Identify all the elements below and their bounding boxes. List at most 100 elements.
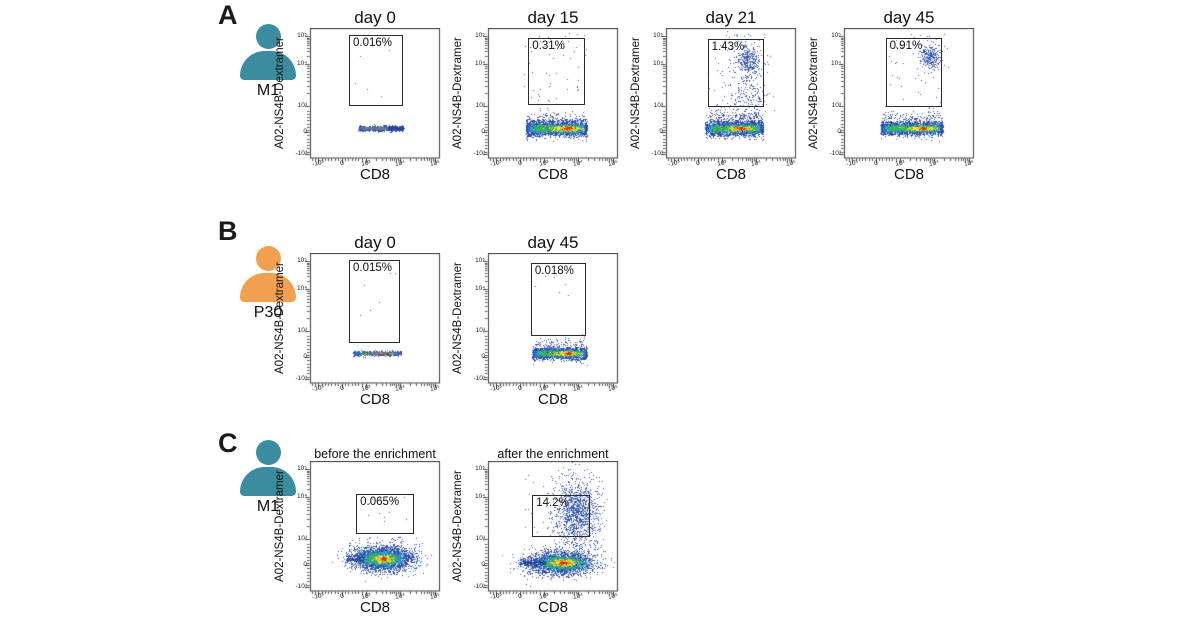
subject-label: M1 — [256, 82, 280, 99]
x-axis-label: CD8 — [715, 166, 746, 183]
y-tick-label: 10⁵ — [297, 465, 307, 473]
y-tick-label: 0 — [303, 128, 307, 135]
y-tick-label: 0 — [481, 353, 485, 360]
y-tick-label: 10³ — [297, 327, 307, 334]
panel-B: B P30 day 0 A02-NS4B-Dextramer 10⁵ 10⁴ 10³… — [218, 216, 1018, 430]
x-axis-label: CD8 — [537, 166, 568, 183]
y-tick-label: 10⁴ — [830, 60, 841, 68]
plot-title: day 45 — [883, 8, 935, 27]
x-axis-label: CD8 — [893, 166, 924, 183]
y-tick-label: 0 — [659, 128, 663, 135]
scatter-canvas — [658, 28, 798, 168]
flow-plot: day 15 A02-NS4B-Dextramer 10⁵ 10⁴ 10³ 0 -10³… — [452, 6, 624, 202]
panel-letter: C — [218, 428, 238, 458]
y-tick-label: -10³ — [295, 150, 307, 158]
y-tick-labels: 10⁵ 10⁴ 10³ 0 -10³ — [285, 28, 307, 158]
scatter-canvas — [480, 28, 620, 168]
panel-letter: B — [218, 216, 238, 246]
y-tick-labels: 10⁵ 10⁴ 10³ 0 -10³ — [641, 28, 663, 158]
y-tick-label: 0 — [837, 128, 841, 135]
panel-C: C M1 before the enrichment A02-NS4B-Dext… — [218, 428, 1018, 642]
y-tick-label: 10⁴ — [474, 285, 485, 293]
person-head-icon — [255, 24, 281, 49]
gate-percent-label: 0.31% — [532, 39, 565, 52]
subject: M1 — [230, 440, 306, 516]
flow-cytometry-figure: A M1 day 0 A02-NS4B-Dextramer 10⁵ 10⁴ 10³ 0… — [218, 0, 1018, 616]
x-axis-label: CD8 — [537, 391, 568, 408]
gate-box — [356, 494, 415, 535]
y-tick-labels: 10⁵ 10⁴ 10³ 0 -10³ — [285, 253, 307, 383]
subject: M1 — [230, 24, 306, 100]
y-tick-labels: 10⁵ 10⁴ 10³ 0 -10³ — [285, 461, 307, 591]
subject-label: M1 — [256, 498, 280, 515]
y-tick-label: 10⁵ — [653, 32, 663, 40]
y-tick-label: 10⁴ — [474, 60, 485, 68]
plots-row: day 0 A02-NS4B-Dextramer 10⁵ 10⁴ 10³ 0 -10³ … — [274, 6, 1018, 206]
y-tick-label: 0 — [303, 353, 307, 360]
y-tick-label: -10³ — [473, 583, 485, 591]
person-body-icon — [240, 51, 296, 80]
person-body-icon — [240, 467, 296, 496]
gate-percent-label: 0.016% — [353, 37, 393, 50]
x-axis-label: CD8 — [359, 391, 390, 408]
panel-A: A M1 day 0 A02-NS4B-Dextramer 10⁵ 10⁴ 10³ 0… — [218, 0, 1018, 214]
flow-plot: day 45 A02-NS4B-Dextramer 10⁵ 10⁴ 10³ 0 -10³… — [452, 231, 624, 427]
plot-title: day 0 — [354, 233, 396, 252]
y-tick-label: -10³ — [651, 150, 663, 158]
y-tick-label: 10⁴ — [296, 60, 307, 68]
person-body-icon — [240, 273, 296, 302]
scatter-canvas — [836, 28, 976, 168]
y-tick-label: 10⁵ — [297, 32, 307, 40]
y-tick-label: 10³ — [297, 535, 307, 542]
y-tick-label: 10⁵ — [297, 257, 307, 265]
x-axis-label: CD8 — [359, 166, 390, 183]
gate-box — [885, 37, 943, 107]
y-tick-label: 10³ — [475, 327, 485, 334]
y-tick-label: 10⁵ — [475, 257, 485, 265]
scatter-canvas — [302, 461, 442, 601]
y-tick-labels: 10⁵ 10⁴ 10³ 0 -10³ — [463, 461, 485, 591]
gate-box — [532, 494, 591, 538]
plot-title: day 15 — [527, 8, 579, 27]
y-tick-label: -10³ — [473, 375, 485, 383]
gate-percent-label: 0.015% — [353, 261, 393, 274]
scatter-canvas — [480, 253, 620, 393]
x-axis-label: CD8 — [537, 599, 568, 616]
flow-plot: day 45 A02-NS4B-Dextramer 10⁵ 10⁴ 10³ 0 -10³… — [808, 6, 980, 202]
flow-plot: day 0 A02-NS4B-Dextramer 10⁵ 10⁴ 10³ 0 -10³ … — [274, 6, 446, 202]
panel-letter: A — [218, 0, 238, 30]
gate-percent-label: 1.43% — [711, 41, 745, 54]
y-tick-label: 10⁴ — [296, 493, 307, 501]
y-tick-label: 10³ — [653, 102, 663, 109]
plot-title: after the enrichment — [497, 447, 609, 461]
gate-percent-label: 0.018% — [534, 265, 574, 278]
gate-box — [349, 259, 401, 344]
person-head-icon — [255, 246, 281, 271]
y-tick-label: -10³ — [295, 375, 307, 383]
y-tick-label: 10⁵ — [475, 32, 485, 40]
person-icon — [240, 24, 296, 80]
plot-title: day 45 — [527, 233, 579, 252]
y-tick-labels: 10⁵ 10⁴ 10³ 0 -10³ — [463, 253, 485, 383]
flow-plot: day 0 A02-NS4B-Dextramer 10⁵ 10⁴ 10³ 0 -10³ … — [274, 231, 446, 427]
gate-box — [530, 263, 587, 336]
y-tick-label: -10³ — [829, 150, 841, 158]
scatter-canvas — [480, 461, 620, 601]
y-tick-label: -10³ — [295, 583, 307, 591]
y-tick-label: 10⁵ — [475, 465, 485, 473]
y-tick-label: -10³ — [473, 150, 485, 158]
y-tick-label: 10³ — [475, 535, 485, 542]
plot-title: before the enrichment — [314, 447, 436, 461]
y-tick-label: 10⁴ — [652, 60, 663, 68]
scatter-canvas — [302, 253, 442, 393]
plot-title: day 0 — [354, 8, 396, 27]
plots-row: before the enrichment A02-NS4B-Dextramer… — [274, 439, 1018, 639]
gate-percent-label: 0.065% — [360, 496, 400, 509]
person-icon — [240, 246, 296, 302]
y-tick-label: 10³ — [297, 102, 307, 109]
gate-percent-label: 14.2% — [536, 496, 569, 509]
y-tick-label: 0 — [481, 561, 485, 568]
y-tick-label: 10⁵ — [831, 32, 841, 40]
y-tick-label: 0 — [481, 128, 485, 135]
flow-plot: day 21 A02-NS4B-Dextramer 10⁵ 10⁴ 10³ 0 -10³… — [630, 6, 802, 202]
